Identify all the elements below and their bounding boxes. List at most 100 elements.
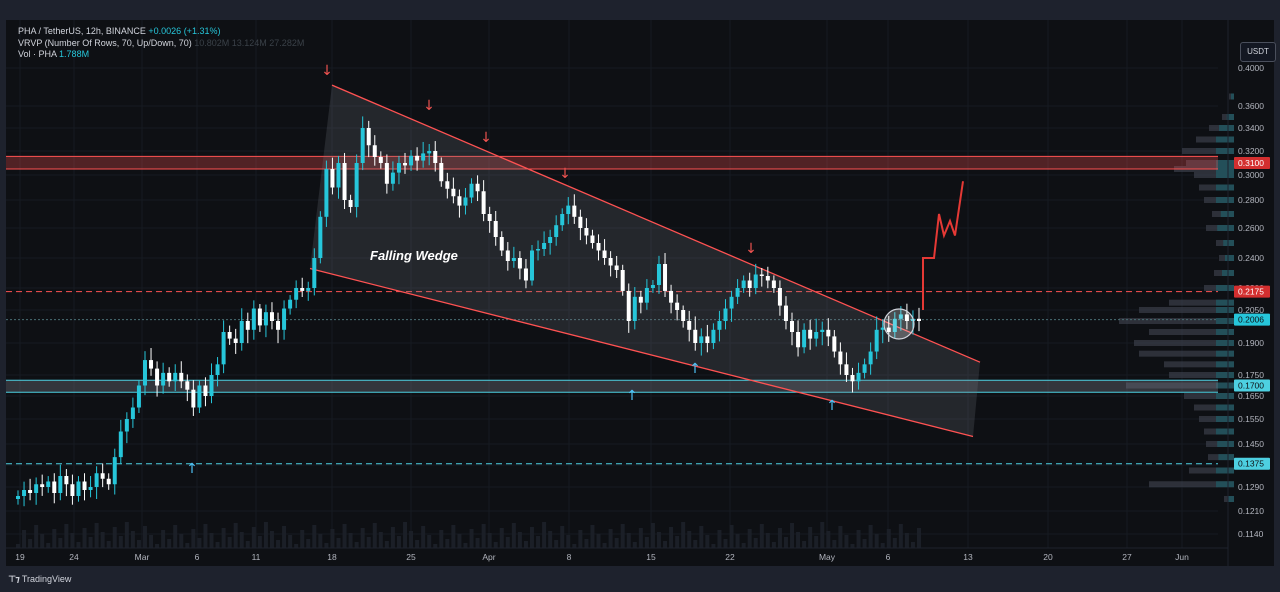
volume-profile-bar [1149,481,1234,488]
volume-bar [735,534,740,548]
candle-body [167,372,172,382]
volume-profile-up-bar [1228,496,1234,502]
candle-body [46,481,51,487]
volume-bar [330,529,335,548]
volume-profile-up-bar [1220,211,1234,217]
candle-body [330,169,335,188]
candle-body [124,419,129,432]
candle-body [457,196,462,206]
currency-button[interactable]: USDT [1240,42,1276,62]
candle-body [596,243,601,251]
volume-bar [372,523,377,548]
volume-bar [336,538,341,548]
volume-bar [590,525,595,548]
candle-body [409,155,414,166]
candle-body [324,169,329,217]
volume-bar [88,537,93,548]
legend-volume-row: Vol · PHA 1.788M [18,49,89,59]
volume-bar [844,535,849,548]
volume-bar [759,524,764,548]
volume-bar [910,542,915,548]
candle-body [542,243,547,249]
candle-body [142,360,147,386]
candle-body [656,264,661,285]
volume-profile-up-bar [1216,350,1234,357]
price-chart[interactable]: ↓ ↓ ↓ ↓ ↓ ↑ ↑ ↑ ↑ Falling Wedge 0.4000 0.3600 0.3400… [6,20,1274,566]
volume-bar [276,540,281,548]
candle-body [100,473,105,479]
candle-body [372,145,377,157]
volume-profile-up-bar [1216,285,1234,291]
volume-bar [554,540,559,548]
volume-bar [663,541,668,548]
volume-bar [747,529,752,548]
candle-body [384,163,389,184]
candle-body [826,329,831,337]
volume-profile-up-bar [1216,184,1234,191]
volume-bar [880,543,885,548]
candle-body [433,151,438,163]
time-tick-label: Jun [1175,552,1189,562]
volume-bar [886,529,891,548]
volume-profile-up-bar [1216,467,1234,474]
price-tick-label: 0.3000 [1238,170,1264,180]
volume-bar [711,544,716,548]
volume-bar [415,540,420,548]
volume-bar [130,531,135,548]
volume-bar [741,543,746,548]
volume-bar [185,543,190,548]
candle-body [487,214,492,221]
candle-body [517,258,522,269]
volume-bar [517,532,522,548]
volume-bar [324,543,329,548]
volume-bar [76,542,81,548]
volume-bar [729,525,734,548]
legend-symbol-row: PHA / TetherUS, 12h, BINANCE +0.0026 (+1… [18,26,220,36]
candle-body [838,351,843,365]
volume-bar [318,534,323,548]
time-tick-label: 25 [406,552,416,562]
candle-body [626,290,631,321]
candle-body [578,216,583,228]
volume-profile-up-bar [1216,136,1234,143]
vrvp-label: VRVP (Number Of Rows, 70, Up/Down, 70) [18,38,192,48]
volume-profile-up-bar [1216,404,1234,411]
volume-bar [656,532,661,548]
volume-bar [263,522,268,548]
volume-profile-up-bar [1216,428,1234,435]
candle-body [904,314,909,321]
candle-body [403,163,408,166]
candle-body [886,327,891,332]
volume-bar [783,537,788,548]
candle-body [306,288,311,291]
candle-body [614,265,619,270]
price-tick-label: 0.1140 [1238,529,1264,539]
volume-bar [687,531,692,548]
tradingview-logo[interactable]: ⊤⁊ TradingView [8,574,71,585]
volume-bar [161,530,166,548]
volume-bar [40,534,45,548]
candle-body [469,183,474,198]
volume-bar [409,531,414,548]
candle-body [34,484,39,493]
volume-bar [771,542,776,548]
candle-body [632,296,637,321]
candle-body [663,264,668,291]
candle-body [161,372,166,386]
candle-body [771,280,776,288]
volume-bar [106,541,111,548]
candle-body [681,310,686,321]
candle-body [58,476,63,493]
price-label-box [1234,285,1270,298]
volume-profile-bar [1169,299,1234,306]
volume-profile-up-bar [1216,318,1234,324]
candle-body [70,484,75,496]
candle-body [257,308,262,326]
down-arrow-icon: ↓ [321,63,333,79]
chart-panel[interactable]: ↓ ↓ ↓ ↓ ↓ ↑ ↑ ↑ ↑ Falling Wedge 0.4000 0.3600 0.3400… [6,20,1276,566]
volume-bar [360,528,365,548]
volume-bar [215,542,220,548]
candle-body [880,327,885,330]
volume-bar [197,538,202,548]
candle-body [572,205,577,217]
